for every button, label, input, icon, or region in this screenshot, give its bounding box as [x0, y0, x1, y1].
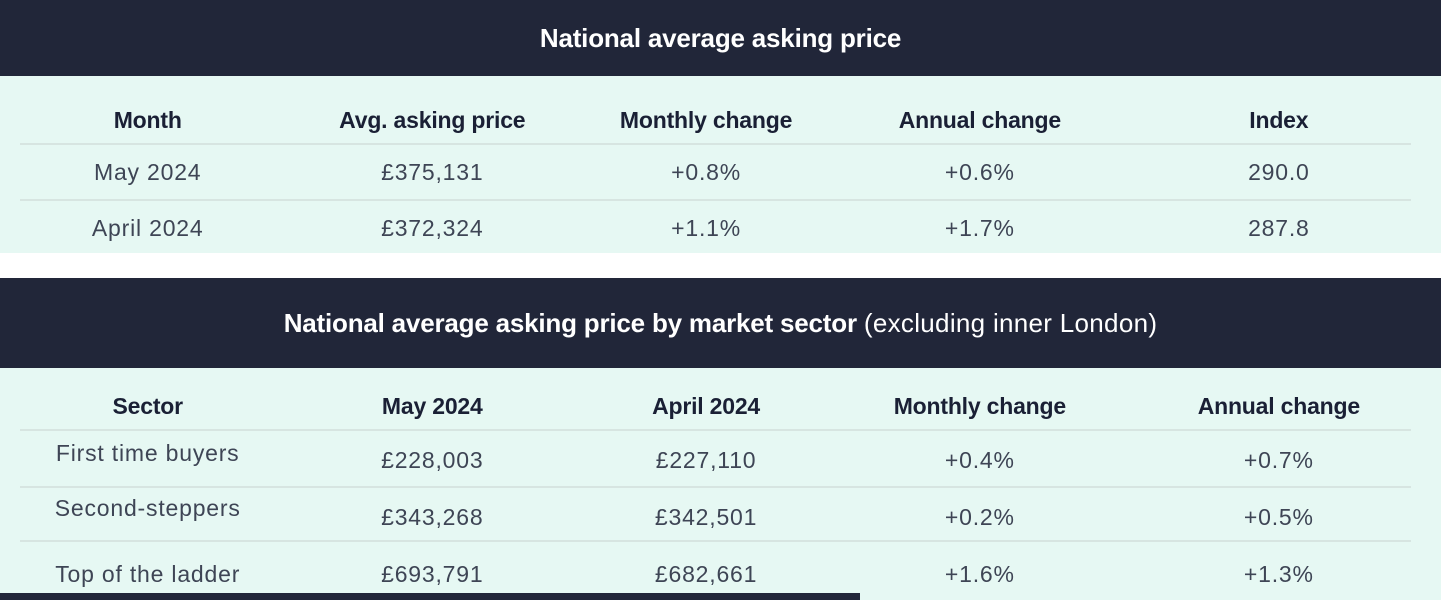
- cell-index: 287.8: [1248, 214, 1310, 241]
- cell-monthly-change: +0.4%: [944, 446, 1015, 473]
- cell-annual-change: +0.7%: [1243, 446, 1314, 473]
- table2-row-second-steppers: Second-steppers £343,268 £342,501 +0.2% …: [0, 492, 1441, 542]
- cell-annual-change: +0.6%: [944, 158, 1015, 185]
- cell-monthly-change: +0.8%: [671, 158, 741, 185]
- table1-row-divider: [20, 199, 1411, 201]
- table2-title-light: (excluding inner London): [863, 307, 1158, 338]
- cell-may-price: £693,791: [381, 560, 484, 587]
- cell-annual-change: +1.3%: [1243, 560, 1314, 587]
- cell-month: April 2024: [91, 214, 204, 241]
- cell-avg-price: £375,131: [381, 158, 484, 185]
- right-margin: [1441, 0, 1450, 600]
- cell-sector: Second-steppers: [54, 494, 241, 521]
- table2-col-may-2024: May 2024: [381, 392, 483, 419]
- cell-monthly-change: +0.2%: [944, 503, 1015, 530]
- cell-april-price: £342,501: [654, 503, 758, 530]
- table1-row-april-2024: April 2024 £372,324 +1.1% +1.7% 287.8: [0, 201, 1441, 255]
- cell-monthly-change: +1.6%: [944, 560, 1015, 587]
- table2-row-divider: [20, 540, 1411, 542]
- table2-col-annual-change: Annual change: [1197, 392, 1360, 419]
- table1-col-annual-change: Annual change: [898, 106, 1061, 133]
- table1-col-index: Index: [1249, 106, 1309, 133]
- table1-section: [0, 76, 1441, 253]
- cell-monthly-change: +1.1%: [671, 214, 741, 241]
- cell-annual-change: +0.5%: [1243, 503, 1314, 530]
- table2-row-first-time-buyers: First time buyers £228,003 £227,110 +0.4…: [0, 434, 1441, 486]
- cell-month: May 2024: [93, 158, 202, 185]
- table1-header-row: Month Avg. asking price Monthly change A…: [0, 100, 1441, 140]
- section-gap: [0, 253, 1441, 278]
- table2-col-sector: Sector: [112, 392, 184, 419]
- table2-title-bold: National average asking price by market …: [283, 307, 857, 338]
- cell-april-price: £682,661: [654, 560, 758, 587]
- table1-col-monthly-change: Monthly change: [619, 106, 793, 133]
- table2-header-row: Sector May 2024 April 2024 Monthly chang…: [0, 386, 1441, 426]
- next-banner-partial: [0, 593, 860, 600]
- table2-row-divider: [20, 486, 1411, 488]
- table2-row-top-of-the-ladder: Top of the ladder £693,791 £682,661 +1.6…: [0, 548, 1441, 600]
- cell-sector: First time buyers: [55, 439, 240, 466]
- table1-col-month: Month: [113, 106, 182, 133]
- table2-col-monthly-change: Monthly change: [893, 392, 1066, 419]
- cell-may-price: £228,003: [381, 446, 484, 473]
- cell-sector: Top of the ladder: [55, 560, 241, 587]
- table2-header-divider: [20, 429, 1411, 431]
- table1-title-banner: National average asking price: [0, 0, 1441, 76]
- table2-section: [0, 368, 1441, 600]
- table1-col-avg-price: Avg. asking price: [339, 106, 526, 133]
- table2-title-banner: National average asking price by market …: [0, 278, 1441, 368]
- cell-annual-change: +1.7%: [944, 214, 1015, 241]
- table1-title: National average asking price: [539, 22, 902, 53]
- table1-header-divider: [20, 143, 1411, 145]
- cell-index: 290.0: [1248, 158, 1310, 185]
- cell-april-price: £227,110: [655, 446, 757, 473]
- table1-row-may-2024: May 2024 £375,131 +0.8% +0.6% 290.0: [0, 145, 1441, 199]
- cell-avg-price: £372,324: [381, 214, 484, 241]
- cell-may-price: £343,268: [381, 503, 484, 530]
- table2-col-april-2024: April 2024: [652, 392, 761, 419]
